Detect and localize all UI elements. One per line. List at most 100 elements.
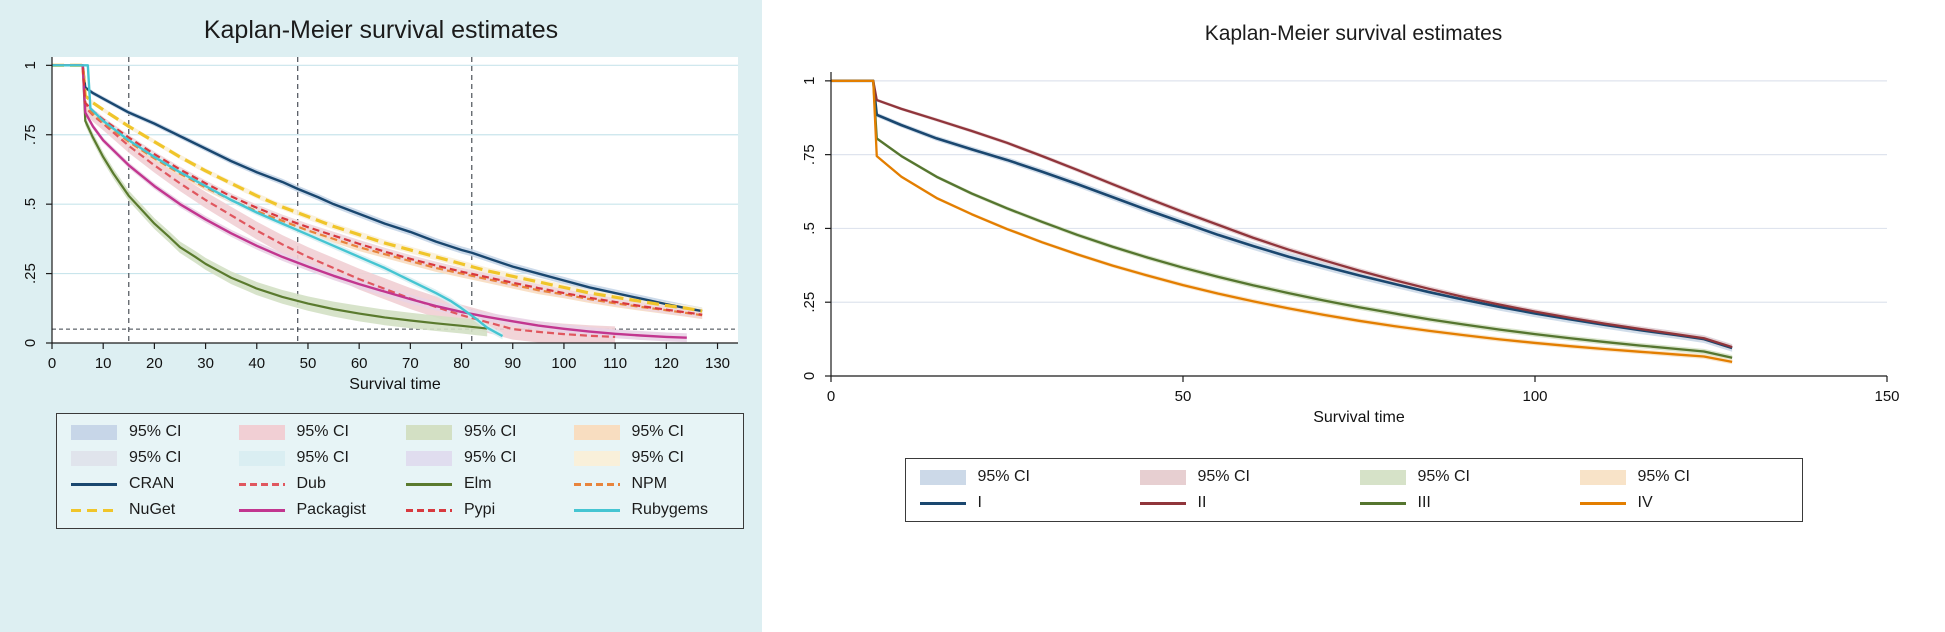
left-chart-title: Kaplan-Meier survival estimates	[203, 16, 559, 44]
legend-item: II	[1134, 490, 1354, 516]
legend-item: Rubygems	[568, 497, 736, 523]
legend-band-swatch	[406, 450, 452, 466]
legend-label: 95% CI	[129, 449, 182, 466]
legend-label: 95% CI	[464, 423, 517, 440]
y-tick-label: .5	[22, 198, 39, 211]
x-tick-label: 70	[402, 355, 419, 372]
legend-item: 95% CI	[568, 445, 736, 471]
legend-row: 95% CI 95% CI 95% CI 95% CI	[65, 419, 735, 445]
survival-curve-NPM	[52, 64, 703, 317]
legend-item: 95% CI	[65, 445, 233, 471]
legend-item: 95% CI	[1134, 464, 1354, 490]
survival-curve-I	[830, 79, 1733, 350]
survival-curve-Rubygems	[52, 64, 504, 338]
legend-label: 95% CI	[1197, 468, 1250, 485]
legend-label: IV	[1637, 494, 1653, 511]
legend-band-swatch	[1579, 469, 1626, 485]
legend-item: 95% CI	[568, 419, 736, 445]
legend-band-swatch	[573, 424, 620, 440]
survival-curve-IV	[830, 79, 1732, 363]
legend-line-sample	[573, 508, 620, 512]
x-tick-label: 90	[504, 355, 521, 372]
legend-item: Elm	[400, 471, 568, 497]
legend-band-swatch	[573, 450, 620, 466]
legend-label: Elm	[464, 475, 492, 492]
legend-row: 95% CI 95% CI 95% CI 95% CI	[65, 445, 735, 471]
legend-item: 95% CI	[65, 419, 233, 445]
survival-curve-II	[830, 79, 1732, 349]
left-chart-panel: Kaplan-Meier survival estimates 0 .25 .5 .7…	[0, 0, 762, 632]
legend-item: 95% CI	[233, 445, 401, 471]
legend-label: 95% CI	[1637, 468, 1690, 485]
x-tick-label: 120	[654, 355, 679, 372]
legend-item: IV	[1574, 490, 1794, 516]
y-tick-label: 0	[22, 339, 39, 347]
x-tick-label: 50	[300, 355, 317, 372]
legend-line-sample	[71, 508, 117, 512]
x-axis-title: Survival time	[1313, 409, 1405, 426]
x-tick-label: 0	[826, 388, 834, 405]
x-tick-label: 50	[1174, 388, 1191, 405]
survival-curve-CRAN	[52, 64, 703, 313]
legend-row: NuGet Packagist Pypi Rubygems	[65, 497, 735, 523]
legend-item: Packagist	[233, 497, 401, 523]
plot-area	[830, 72, 1887, 376]
legend-item: CRAN	[65, 471, 233, 497]
legend-label: 95% CI	[296, 449, 349, 466]
right-chart-title: Kaplan-Meier survival estimates	[1204, 22, 1503, 45]
x-tick-label: 10	[95, 355, 112, 372]
y-tick-label: .25	[801, 292, 818, 313]
y-tick-label: .25	[22, 263, 39, 284]
legend-band-swatch	[71, 424, 117, 440]
legend-line-sample	[1579, 501, 1626, 505]
legend-line-sample	[71, 482, 117, 486]
legend-label: Packagist	[296, 501, 366, 518]
legend-row: I II III IV	[914, 490, 1794, 516]
x-tick-label: 100	[551, 355, 576, 372]
x-axis-title: Survival time	[349, 376, 441, 393]
legend-item: III	[1354, 490, 1574, 516]
legend-item: 95% CI	[914, 464, 1134, 490]
legend-label: Dub	[296, 475, 326, 492]
right-chart-svg: 0 .25 .5 .75 1 0 50 100 150 Survival time	[801, 72, 1899, 426]
legend-item: I	[914, 490, 1134, 516]
legend-item: 95% CI	[233, 419, 401, 445]
legend-label: Pypi	[464, 501, 496, 518]
legend-band-swatch	[238, 450, 285, 466]
x-tick-label: 0	[48, 355, 56, 372]
legend-row: 95% CI 95% CI 95% CI 95% CI	[914, 464, 1794, 490]
x-tick-label: 20	[146, 355, 163, 372]
x-tick-label: 60	[351, 355, 368, 372]
x-tick-label: 80	[453, 355, 470, 372]
legend-label: I	[977, 494, 982, 511]
right-chart-panel: Kaplan-Meier survival estimates 0 .25 .5 .7…	[762, 0, 1945, 632]
legend-label: NPM	[631, 475, 668, 492]
survival-curve-III	[830, 79, 1732, 359]
right-chart-legend: 95% CI 95% CI 95% CI 95% CI I II III IV	[904, 458, 1803, 522]
legend-label: CRAN	[129, 475, 175, 492]
x-tick-label: 40	[248, 355, 265, 372]
x-tick-label: 130	[705, 355, 730, 372]
survival-curve-Pypi	[52, 64, 703, 316]
legend-label: 95% CI	[296, 423, 349, 440]
y-tick-label: .5	[801, 222, 818, 235]
y-tick-label: .75	[22, 124, 39, 145]
legend-line-sample	[238, 508, 285, 512]
legend-item: 95% CI	[1354, 464, 1574, 490]
legend-line-sample	[238, 482, 285, 486]
x-tick-label: 110	[603, 355, 627, 372]
y-tick-label: 0	[801, 372, 818, 380]
legend-band-swatch	[1139, 469, 1186, 485]
legend-item: 95% CI	[400, 445, 568, 471]
legend-item: NPM	[568, 471, 736, 497]
legend-line-sample	[919, 501, 966, 505]
legend-label: Rubygems	[631, 501, 708, 518]
legend-item: 95% CI	[1574, 464, 1794, 490]
legend-line-sample	[573, 482, 620, 486]
legend-item: Dub	[233, 471, 401, 497]
legend-line-sample	[1359, 501, 1406, 505]
legend-item: NuGet	[65, 497, 233, 523]
survival-curve-Elm	[52, 64, 488, 330]
